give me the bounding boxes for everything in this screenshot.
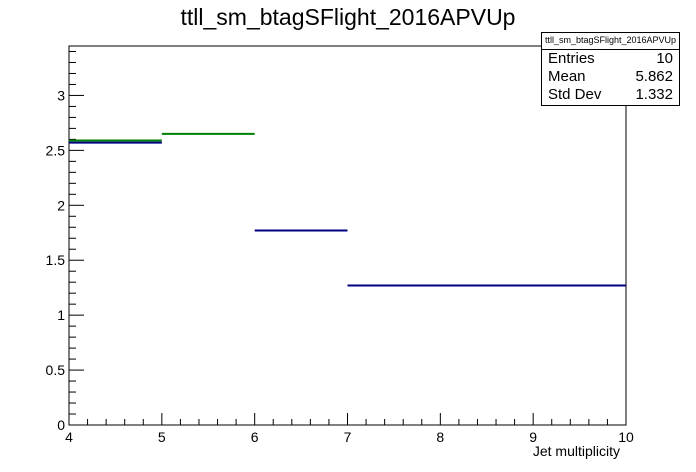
histogram-bins (69, 132, 626, 287)
stats-entries-row: Entries 10 (542, 50, 679, 68)
y-tick-label: 3 (57, 87, 65, 103)
x-tick-label: 8 (436, 429, 444, 445)
y-tick-label: 1.5 (46, 252, 66, 268)
x-tick-label: 6 (251, 429, 259, 445)
y-tick-label: 0 (57, 417, 65, 433)
x-tick-label: 9 (529, 429, 537, 445)
chart-title: ttll_sm_btagSFlight_2016APVUp (180, 4, 516, 30)
y-tick-label: 2.5 (46, 142, 66, 158)
x-tick-label: 4 (65, 429, 73, 445)
x-tick-label: 7 (344, 429, 352, 445)
stats-entries-value: 10 (656, 50, 673, 67)
stats-std-value: 1.332 (635, 86, 673, 103)
stats-mean-row: Mean 5.862 (542, 68, 679, 86)
stats-mean-label: Mean (548, 68, 586, 85)
x-axis-label: Jet multiplicity (533, 443, 620, 459)
stats-box: ttll_sm_btagSFlight_2016APVUp Entries 10… (541, 32, 680, 106)
y-tick-label: 1 (57, 307, 65, 323)
stats-mean-value: 5.862 (635, 68, 673, 85)
plot-axes: 4 5 6 7 8 9 10 0 0.5 1 1.5 2 2.5 3 (46, 45, 634, 445)
y-tick-label: 0.5 (46, 362, 66, 378)
y-tick-label: 2 (57, 197, 65, 213)
stats-std-row: Std Dev 1.332 (542, 86, 679, 104)
stats-std-label: Std Dev (548, 86, 602, 103)
x-tick-label: 5 (158, 429, 166, 445)
stats-box-title: ttll_sm_btagSFlight_2016APVUp (542, 33, 679, 50)
x-tick-label: 10 (618, 429, 634, 445)
stats-entries-label: Entries (548, 50, 595, 67)
